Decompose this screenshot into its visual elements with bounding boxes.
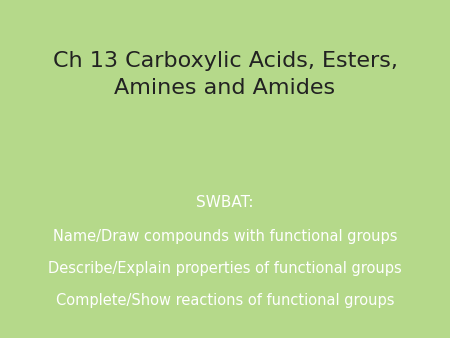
Text: Name/Draw compounds with functional groups: Name/Draw compounds with functional grou… bbox=[53, 229, 397, 244]
Text: SWBAT:: SWBAT: bbox=[196, 195, 254, 210]
Text: Describe/Explain properties of functional groups: Describe/Explain properties of functiona… bbox=[48, 261, 402, 276]
Text: Complete/Show reactions of functional groups: Complete/Show reactions of functional gr… bbox=[56, 293, 394, 308]
Text: Ch 13 Carboxylic Acids, Esters,
Amines and Amides: Ch 13 Carboxylic Acids, Esters, Amines a… bbox=[53, 51, 397, 98]
